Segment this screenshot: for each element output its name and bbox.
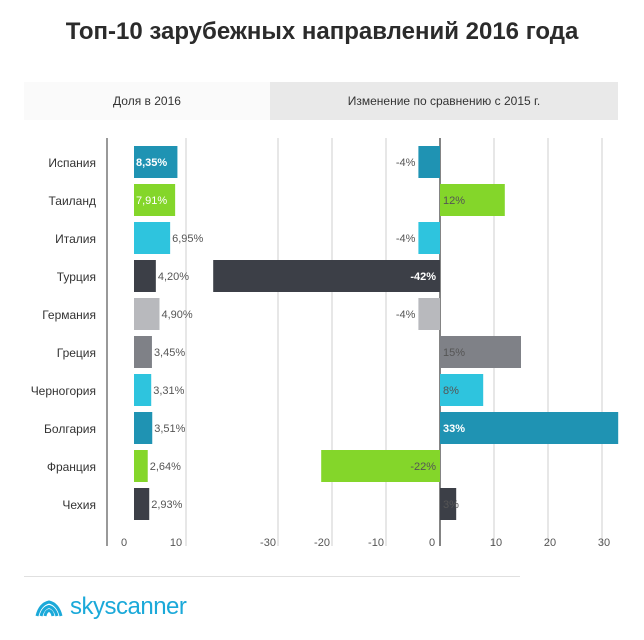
- bar-change: [440, 412, 619, 444]
- category-label: Италия: [55, 232, 96, 246]
- category-label: Таиланд: [49, 194, 96, 208]
- tab-change-vs-2015[interactable]: Изменение по сравнению с 2015 г.: [347, 94, 541, 108]
- bar-change: [440, 184, 505, 216]
- bar-share: [134, 222, 171, 254]
- tab-bar: Доля в 2016 Изменение по сравнению с 201…: [24, 82, 618, 120]
- bar-share-label: 3,45%: [154, 347, 185, 359]
- bar-change: [440, 488, 457, 520]
- tick-label-right: -10: [368, 537, 384, 549]
- category-label: Германия: [42, 308, 96, 322]
- tab-share-2016[interactable]: Доля в 2016: [24, 82, 270, 120]
- bar-share-label: 2,93%: [151, 499, 182, 511]
- bar-share-label: 2,64%: [150, 461, 181, 473]
- category-label: Турция: [57, 270, 96, 284]
- bar-share: [134, 260, 156, 292]
- category-label: Испания: [48, 156, 96, 170]
- category-label: Греция: [57, 346, 96, 360]
- bar-change-label: -22%: [410, 461, 436, 473]
- tick-label-left: 0: [121, 537, 127, 549]
- tick-label-right: 30: [598, 537, 610, 549]
- bar-change-label: 3%: [443, 499, 459, 511]
- bar-change: [440, 374, 484, 406]
- bar-share-label: 6,95%: [172, 233, 203, 245]
- bar-change: [418, 298, 440, 330]
- footer-divider: [24, 576, 520, 577]
- bar-share-label: 4,90%: [161, 309, 192, 321]
- bar-share: [134, 450, 148, 482]
- skyscanner-logo: skyscanner: [34, 592, 187, 622]
- bar-change: [321, 450, 440, 482]
- tick-label-right: 10: [490, 537, 502, 549]
- bar-chart: 0 10 -30 -20 -10 0 10 20 30 Испания 8,35% -4% Таилан…: [31, 138, 619, 549]
- bar-share: [134, 184, 176, 216]
- bar-share-label: 8,35%: [136, 157, 167, 169]
- tick-label-right: -20: [314, 537, 330, 549]
- bar-change-label: -4%: [396, 309, 416, 321]
- tick-label-right: 20: [544, 537, 556, 549]
- tick-label-right: -30: [260, 537, 276, 549]
- bar-share: [134, 412, 153, 444]
- bar-change-label: 8%: [443, 385, 459, 397]
- category-label: Болгария: [44, 422, 96, 436]
- page-title: Топ-10 зарубежных направлений 2016 года: [65, 18, 579, 45]
- bar-change-label: 12%: [443, 195, 465, 207]
- bar-share: [134, 336, 152, 368]
- bar-share-label: 3,51%: [154, 423, 185, 435]
- tick-label-left: 10: [170, 537, 182, 549]
- bar-share-label: 7,91%: [136, 195, 167, 207]
- bar-share-label: 4,20%: [158, 271, 189, 283]
- bar-share: [134, 298, 160, 330]
- bar-share-label: 3,31%: [153, 385, 184, 397]
- brand-name: skyscanner: [70, 593, 187, 620]
- category-label: Черногория: [31, 384, 96, 398]
- bar-change-label: 33%: [443, 423, 465, 435]
- bar-change-label: 15%: [443, 347, 465, 359]
- bar-change: [418, 146, 440, 178]
- bar-change: [213, 260, 440, 292]
- category-label: Чехия: [62, 498, 96, 512]
- bar-change: [418, 222, 440, 254]
- tick-label-right: 0: [429, 537, 435, 549]
- bar-change: [440, 336, 521, 368]
- bar-share: [134, 374, 152, 406]
- skyscanner-sunrise-icon: [35, 600, 63, 617]
- bar-share: [134, 146, 178, 178]
- bar-change-label: -4%: [396, 157, 416, 169]
- bar-share: [134, 488, 150, 520]
- bar-change-label: -42%: [410, 271, 436, 283]
- bar-change-label: -4%: [396, 233, 416, 245]
- category-label: Франция: [47, 460, 96, 474]
